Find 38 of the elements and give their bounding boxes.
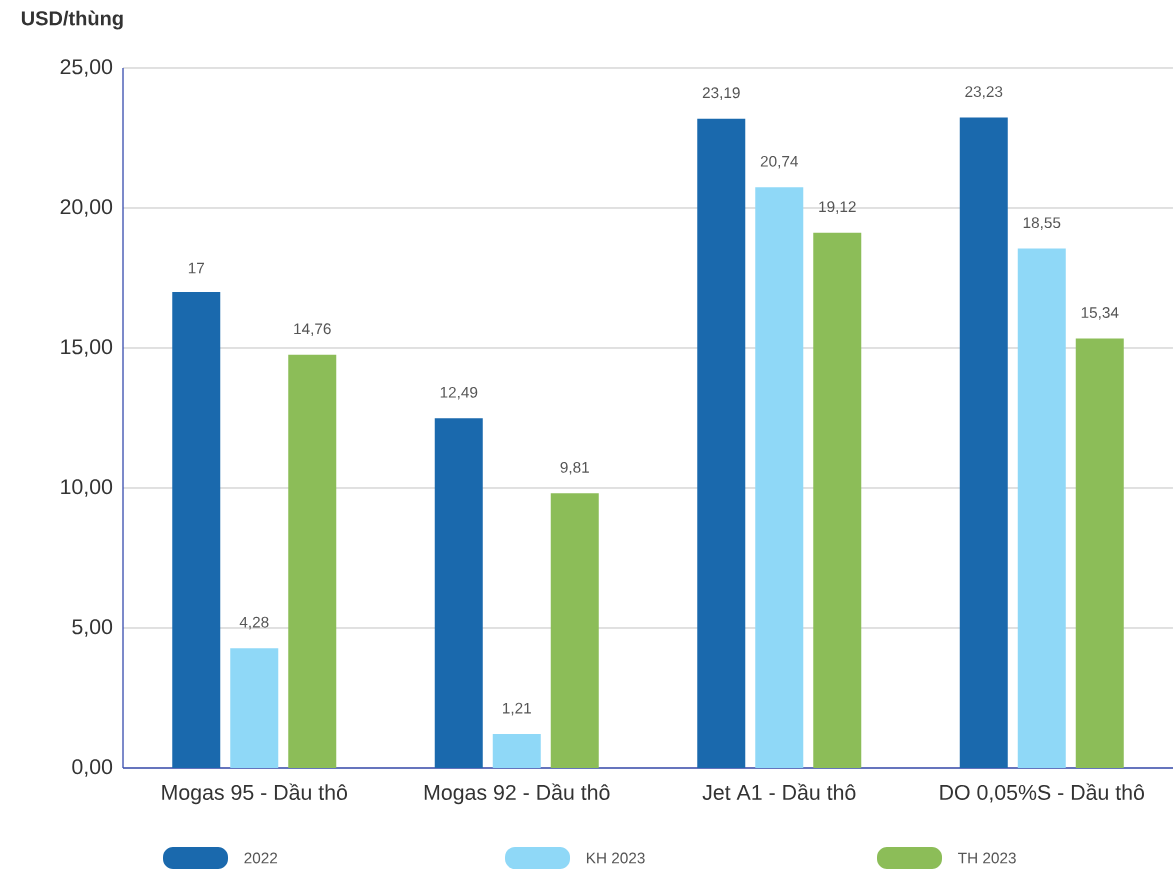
bar	[550, 493, 599, 768]
bar	[434, 418, 483, 768]
y-tick-label: 5,00	[72, 619, 113, 637]
y-axis-title: USD/thùng	[21, 10, 123, 30]
y-tick-label: 10,00	[61, 479, 113, 497]
legend-label: 2022	[244, 852, 278, 864]
data-label: 1,21	[503, 702, 531, 716]
bar	[492, 734, 541, 768]
data-label: 18,55	[1023, 217, 1061, 230]
y-tick-label: 15,00	[61, 339, 113, 357]
x-tick-label: Mogas 92 - Dầu thô	[424, 783, 610, 805]
bar	[813, 232, 862, 768]
bar	[172, 292, 221, 768]
data-label: 19,12	[819, 201, 856, 214]
x-tick-label: Jet A1 - Dầu thô	[702, 783, 856, 800]
bar	[288, 354, 337, 768]
data-label: 9,81	[560, 461, 589, 475]
data-label: 15,34	[1081, 307, 1119, 320]
bar	[755, 187, 804, 768]
data-label: 23,23	[965, 86, 1003, 99]
bar	[959, 117, 1008, 768]
bar	[1017, 248, 1066, 768]
data-label: 20,74	[760, 155, 798, 169]
bar	[697, 118, 746, 768]
data-label: 14,76	[294, 323, 331, 337]
data-label: 4,28	[239, 616, 269, 630]
bar	[1075, 338, 1124, 768]
data-label: 17	[188, 262, 205, 274]
legend-label: KH 2023	[586, 852, 645, 864]
y-tick-label: 0,00	[72, 759, 113, 777]
y-tick-label: 20,00	[60, 199, 113, 217]
data-label: 23,19	[702, 87, 740, 100]
x-tick-label: Mogas 95 - Dầu thô	[162, 783, 347, 805]
legend-label: TH 2023	[958, 852, 1016, 864]
bar	[230, 648, 279, 768]
data-label: 12,49	[440, 386, 478, 400]
y-tick-label: 25,00	[60, 59, 113, 77]
x-tick-label: DO 0,05%S - Dầu thô	[940, 783, 1144, 803]
